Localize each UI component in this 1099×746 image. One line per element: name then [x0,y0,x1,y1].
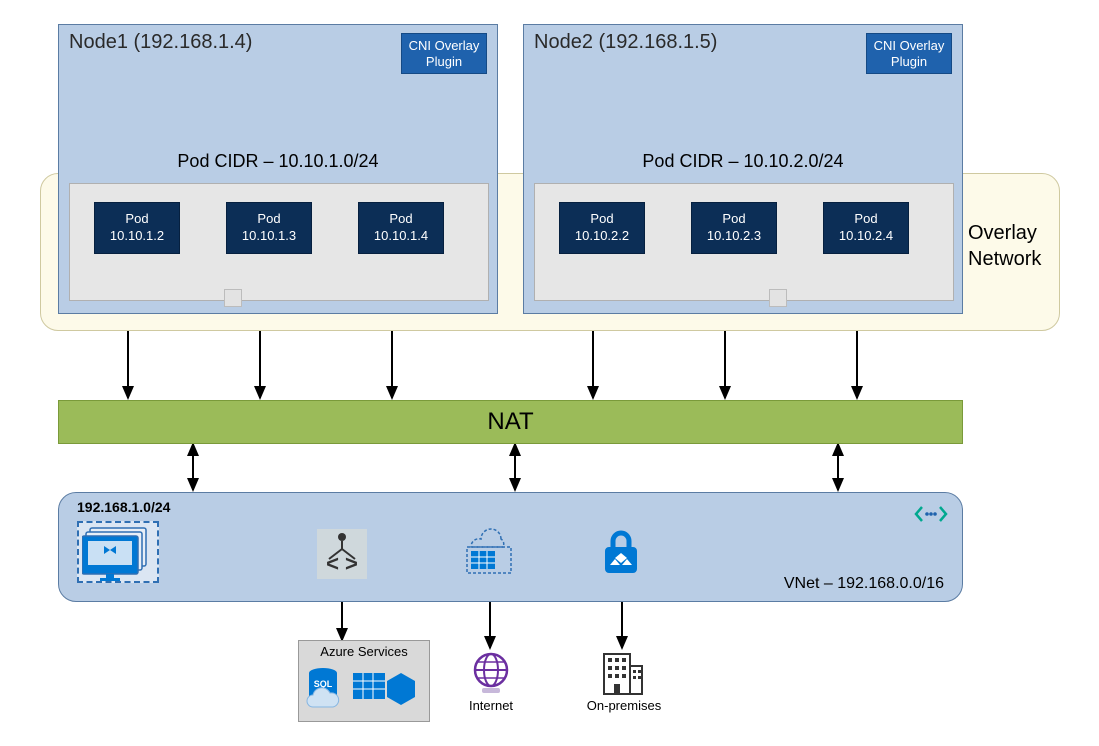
node2-pod-0: Pod 10.10.2.2 [559,202,645,254]
nat-bar: NAT [58,400,963,444]
vnet-subnet-label: 192.168.1.0/24 [77,499,170,515]
vnet-box: 192.168.1.0/24 VNet – 192.168.0.0/16 < > [58,492,963,602]
pod-label: Pod [696,211,772,228]
pod-ip: 10.10.1.2 [99,228,175,245]
node1-inner: Pod 10.10.1.2 Pod 10.10.1.3 Pod 10.10.1.… [69,183,489,301]
pod-label: Pod [828,211,904,228]
vnet-label: VNet – 192.168.0.0/16 [784,575,944,593]
storage-icon [459,527,519,577]
vpn-gateway-icon [599,527,643,577]
node1-cni-badge: CNI Overlay Plugin [401,33,487,74]
onprem-icon [600,648,646,696]
node2-pod-1: Pod 10.10.2.3 [691,202,777,254]
pod-label: Pod [231,211,307,228]
pod-label: Pod [363,211,439,228]
pod-label: Pod [99,211,175,228]
node1-pod-cidr: Pod CIDR – 10.10.1.0/24 [59,151,497,172]
handle-icon [769,289,787,307]
node2-cni-badge: CNI Overlay Plugin [866,33,952,74]
pod-ip: 10.10.1.3 [231,228,307,245]
azure-services-label: Azure Services [299,641,429,659]
pod-label: Pod [564,211,640,228]
vm-scaleset-icon [77,521,159,583]
node2-inner: Pod 10.10.2.2 Pod 10.10.2.3 Pod 10.10.2.… [534,183,954,301]
azure-services-icon: SQL [299,659,431,719]
handle-icon [224,289,242,307]
internet-icon [466,648,516,698]
loadbalancer-icon: < > [317,529,367,579]
node2-box: Node2 (192.168.1.5) CNI Overlay Plugin P… [523,24,963,314]
pod-ip: 10.10.1.4 [363,228,439,245]
vnet-peering-icon [914,503,948,525]
pod-ip: 10.10.2.4 [828,228,904,245]
node2-pod-2: Pod 10.10.2.4 [823,202,909,254]
node2-title: Node2 (192.168.1.5) [534,31,717,54]
node2-pod-cidr: Pod CIDR – 10.10.2.0/24 [524,151,962,172]
overlay-network-label: Overlay Network [968,220,1068,272]
onprem-label: On-premises [582,698,666,713]
node1-title: Node1 (192.168.1.4) [69,31,252,54]
pod-ip: 10.10.2.3 [696,228,772,245]
internet-label: Internet [452,698,530,713]
svg-text:< >: < > [326,551,358,576]
node1-pod-1: Pod 10.10.1.3 [226,202,312,254]
node1-pod-2: Pod 10.10.1.4 [358,202,444,254]
pod-ip: 10.10.2.2 [564,228,640,245]
azure-services-box: Azure Services SQL [298,640,430,722]
node1-box: Node1 (192.168.1.4) CNI Overlay Plugin P… [58,24,498,314]
node1-pod-0: Pod 10.10.1.2 [94,202,180,254]
